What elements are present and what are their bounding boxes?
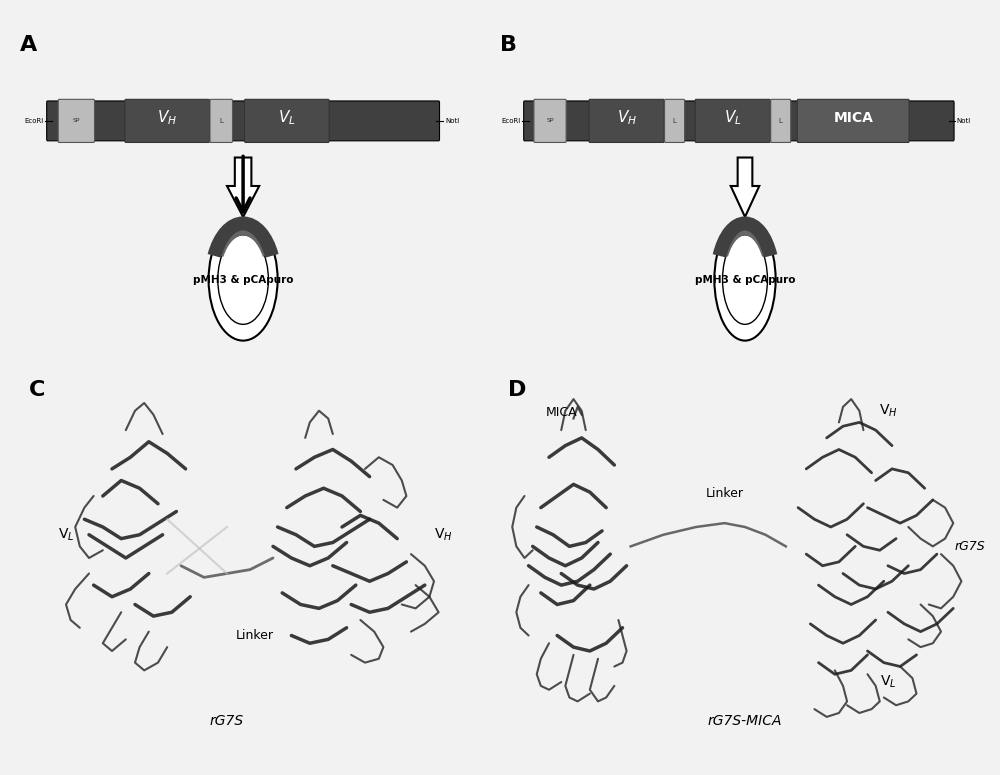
Text: B: B [500, 36, 517, 56]
FancyBboxPatch shape [589, 99, 664, 143]
Text: rG7S: rG7S [210, 714, 244, 728]
FancyBboxPatch shape [47, 101, 440, 141]
Circle shape [218, 235, 268, 324]
Text: Linker: Linker [236, 629, 274, 642]
Text: MICA: MICA [545, 405, 577, 418]
FancyBboxPatch shape [244, 99, 329, 143]
Text: NotI: NotI [956, 118, 971, 124]
Text: pMH3 & pCApuro: pMH3 & pCApuro [695, 274, 795, 284]
Polygon shape [731, 157, 759, 217]
Text: $V_L$: $V_L$ [278, 109, 296, 127]
Text: $V_L$: $V_L$ [724, 109, 742, 127]
FancyBboxPatch shape [534, 99, 566, 143]
Text: L: L [219, 118, 223, 124]
FancyBboxPatch shape [58, 99, 95, 143]
Circle shape [209, 219, 278, 340]
Text: $V_H$: $V_H$ [157, 109, 177, 127]
Polygon shape [227, 157, 259, 217]
Text: NotI: NotI [445, 118, 460, 124]
Text: V$_H$: V$_H$ [879, 402, 897, 419]
Text: EcoRI: EcoRI [502, 118, 521, 124]
Text: A: A [20, 36, 37, 56]
Text: $V_H$: $V_H$ [617, 109, 637, 127]
Text: L: L [673, 118, 676, 124]
Text: SP: SP [546, 119, 554, 123]
Text: rG7S-MICA: rG7S-MICA [708, 714, 782, 728]
Text: rG7S: rG7S [954, 540, 985, 553]
Text: pMH3 & pCApuro: pMH3 & pCApuro [193, 274, 293, 284]
Text: V$_H$: V$_H$ [434, 526, 453, 543]
Text: Linker: Linker [706, 487, 744, 500]
Text: L: L [779, 118, 783, 124]
FancyBboxPatch shape [125, 99, 210, 143]
FancyBboxPatch shape [695, 99, 770, 143]
Text: SP: SP [73, 119, 80, 123]
Text: V$_L$: V$_L$ [880, 673, 896, 691]
Text: D: D [508, 380, 527, 400]
FancyBboxPatch shape [665, 99, 685, 143]
Text: EcoRI: EcoRI [24, 118, 43, 124]
Circle shape [723, 235, 767, 324]
FancyBboxPatch shape [524, 101, 954, 141]
FancyBboxPatch shape [210, 99, 233, 143]
Text: MICA: MICA [833, 111, 873, 125]
Text: V$_L$: V$_L$ [58, 526, 74, 543]
Text: C: C [29, 380, 46, 400]
FancyBboxPatch shape [771, 99, 791, 143]
Circle shape [714, 219, 776, 340]
FancyBboxPatch shape [797, 99, 909, 143]
